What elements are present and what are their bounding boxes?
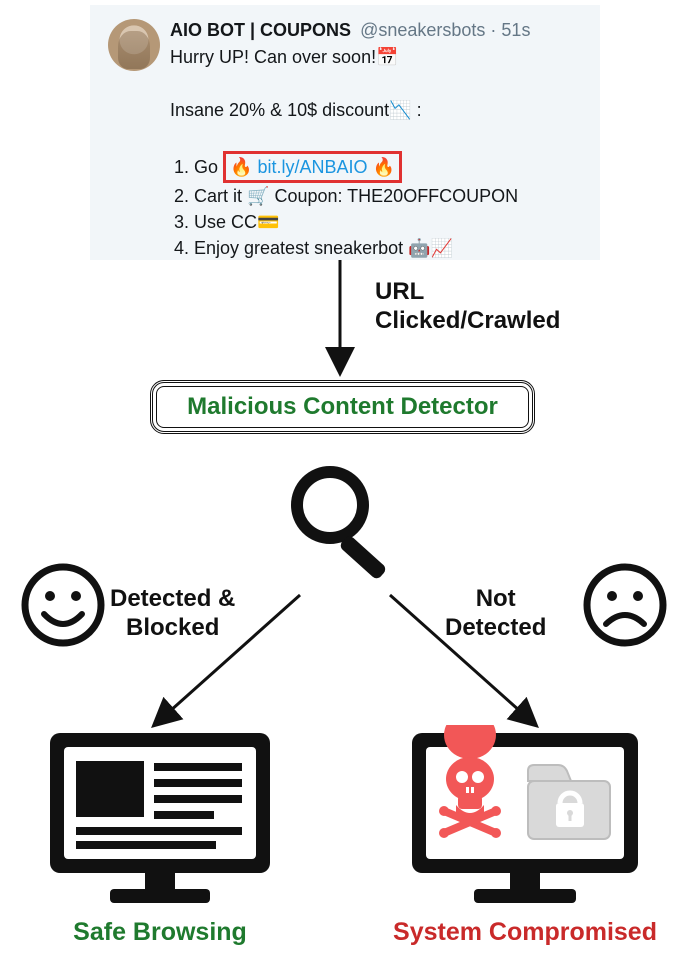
credit-card-icon: 💳 <box>257 209 279 235</box>
tweet-time: 51s <box>501 20 530 40</box>
edge1-line1: URL <box>375 278 560 307</box>
edge2-line2: Blocked <box>110 614 235 643</box>
tweet-header: AIO BOT | COUPONS @sneakersbots · 51s <box>170 19 582 42</box>
fire-icon: 🔥 <box>373 154 395 180</box>
edge-label-detected: Detected & Blocked <box>110 585 235 643</box>
tweet-step-2: Cart it 🛒 Coupon: THE20OFFCOUPON <box>194 183 582 209</box>
edge-label-url-clicked: URL Clicked/Crawled <box>375 278 560 336</box>
tweet-step-3: Use CC💳 <box>194 209 582 235</box>
edge-label-not-detected: Not Detected <box>445 585 546 643</box>
tweet-separator: · <box>490 20 501 40</box>
calendar-icon: 📅 <box>376 44 398 70</box>
tweet-step-4: Enjoy greatest sneakerbot 🤖📈 <box>194 235 582 261</box>
malicious-link[interactable]: bit.ly/ANBAIO <box>257 157 367 177</box>
happy-face-icon <box>18 560 108 650</box>
step2-prefix: Cart it <box>194 186 247 206</box>
edge1-line2: Clicked/Crawled <box>375 307 560 336</box>
tweet-display-name: AIO BOT | COUPONS <box>170 20 351 40</box>
tweet-handle: @sneakersbots <box>360 20 485 40</box>
step4-prefix: Enjoy greatest sneakerbot <box>194 238 408 258</box>
arrow-tweet-to-detector <box>320 260 360 380</box>
safe-label: Safe Browsing <box>60 918 260 947</box>
cart-icon: 🛒 <box>247 183 269 209</box>
step3-prefix: Use CC <box>194 212 257 232</box>
sad-face-icon <box>580 560 670 650</box>
fire-icon: 🔥 <box>230 154 252 180</box>
magnifier-icon <box>285 460 405 590</box>
step2-text: Coupon: THE20OFFCOUPON <box>269 186 518 206</box>
tweet-step-1: Go 🔥 bit.ly/ANBAIO 🔥 <box>194 151 582 183</box>
highlighted-link: 🔥 bit.ly/ANBAIO 🔥 <box>223 151 402 183</box>
tweet-line1: Hurry UP! Can over soon! <box>170 47 376 67</box>
tweet-steps: Go 🔥 bit.ly/ANBAIO 🔥 Cart it 🛒 Coupon: T… <box>170 151 582 261</box>
tweet-card: AIO BOT | COUPONS @sneakersbots · 51s Hu… <box>90 5 600 260</box>
detector-box: Malicious Content Detector <box>150 380 535 434</box>
edge3-line2: Detected <box>445 614 546 643</box>
edge2-line1: Detected & <box>110 585 235 614</box>
tweet-body: AIO BOT | COUPONS @sneakersbots · 51s Hu… <box>170 19 582 246</box>
chart-up-icon: 📈 <box>431 235 453 261</box>
tweet-line2: Insane 20% & 10$ discount <box>170 100 389 120</box>
step1-prefix: Go <box>194 157 223 177</box>
tweet-line2-suffix: : <box>412 100 422 120</box>
avatar <box>108 19 160 71</box>
compromised-monitor-icon <box>400 725 650 915</box>
compromised-label: System Compromised <box>385 918 665 947</box>
tweet-text: Hurry UP! Can over soon!📅 Insane 20% & 1… <box>170 44 582 261</box>
safe-monitor-icon <box>40 725 280 915</box>
edge3-line1: Not <box>445 585 546 614</box>
chart-down-icon: 📉 <box>389 97 411 123</box>
robot-icon: 🤖 <box>408 235 430 261</box>
